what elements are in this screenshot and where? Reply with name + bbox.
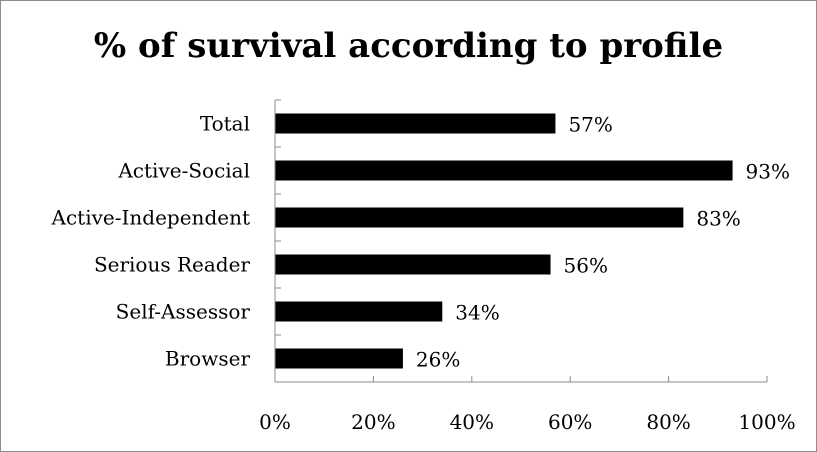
labels-layer: 0% 20% 40% 60% 80% 100% Total 57% Active-Social 9… <box>51 112 796 435</box>
data-label: 93% <box>746 160 790 184</box>
bar <box>275 254 551 275</box>
category-label: Active-Independent <box>51 206 250 230</box>
data-label: 56% <box>564 254 608 278</box>
category-label: Serious Reader <box>94 253 250 277</box>
x-tick-label: 60% <box>548 410 592 434</box>
category-label: Self-Assessor <box>116 300 251 324</box>
x-tick-label: 80% <box>646 410 690 434</box>
category-label: Active-Social <box>117 159 250 183</box>
category-label: Browser <box>165 347 251 371</box>
bar <box>275 113 556 134</box>
data-label: 34% <box>455 301 499 325</box>
data-label: 57% <box>568 113 612 137</box>
bar <box>275 301 443 322</box>
x-tick-label: 100% <box>738 410 795 434</box>
bar <box>275 207 684 228</box>
axis-layer <box>274 99 768 383</box>
bars-layer <box>275 113 733 369</box>
category-label: Total <box>200 112 250 136</box>
data-label: 83% <box>696 207 740 231</box>
chart-title: % of survival according to profile <box>93 26 724 66</box>
x-tick-label: 0% <box>259 410 291 434</box>
bar <box>275 348 403 369</box>
data-label: 26% <box>416 348 460 372</box>
x-tick-label: 40% <box>450 410 494 434</box>
bar <box>275 160 733 181</box>
x-tick-label: 20% <box>351 410 395 434</box>
